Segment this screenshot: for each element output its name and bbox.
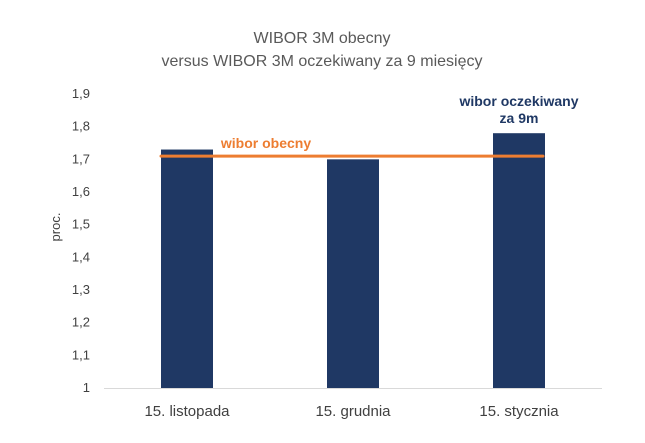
y-tick-label: 1,1 [72,347,90,362]
x-tick-label: 15. stycznia [479,403,559,420]
bar [161,149,213,388]
x-tick-label: 15. grudnia [315,403,391,420]
y-tick-label: 1,3 [72,282,90,297]
y-tick-label: 1 [83,380,90,395]
bar-annotation-line1: wibor oczekiwany [458,93,578,109]
y-tick-label: 1,4 [72,249,90,264]
y-tick-label: 1,5 [72,217,90,232]
chart-title-line1: WIBOR 3M obecny [254,30,391,47]
y-tick-label: 1,2 [72,315,90,330]
bars [161,133,545,388]
bar [327,159,379,388]
bar [493,133,545,388]
y-axis-label: proc. [48,213,63,242]
y-tick-label: 1,9 [72,86,90,101]
bar-annotation-line2: za 9m [500,110,539,126]
y-tick-labels: 1 1,1 1,2 1,3 1,4 1,5 1,6 1,7 1,8 1,9 [72,86,90,395]
reference-line-label: wibor obecny [220,135,311,151]
x-tick-label: 15. listopada [144,403,230,420]
y-tick-label: 1,6 [72,184,90,199]
category-labels: 15. listopada 15. grudnia 15. stycznia [144,403,559,420]
y-tick-label: 1,7 [72,151,90,166]
chart-title-line2: versus WIBOR 3M oczekiwany za 9 miesięcy [162,53,483,70]
y-tick-label: 1,8 [72,119,90,134]
